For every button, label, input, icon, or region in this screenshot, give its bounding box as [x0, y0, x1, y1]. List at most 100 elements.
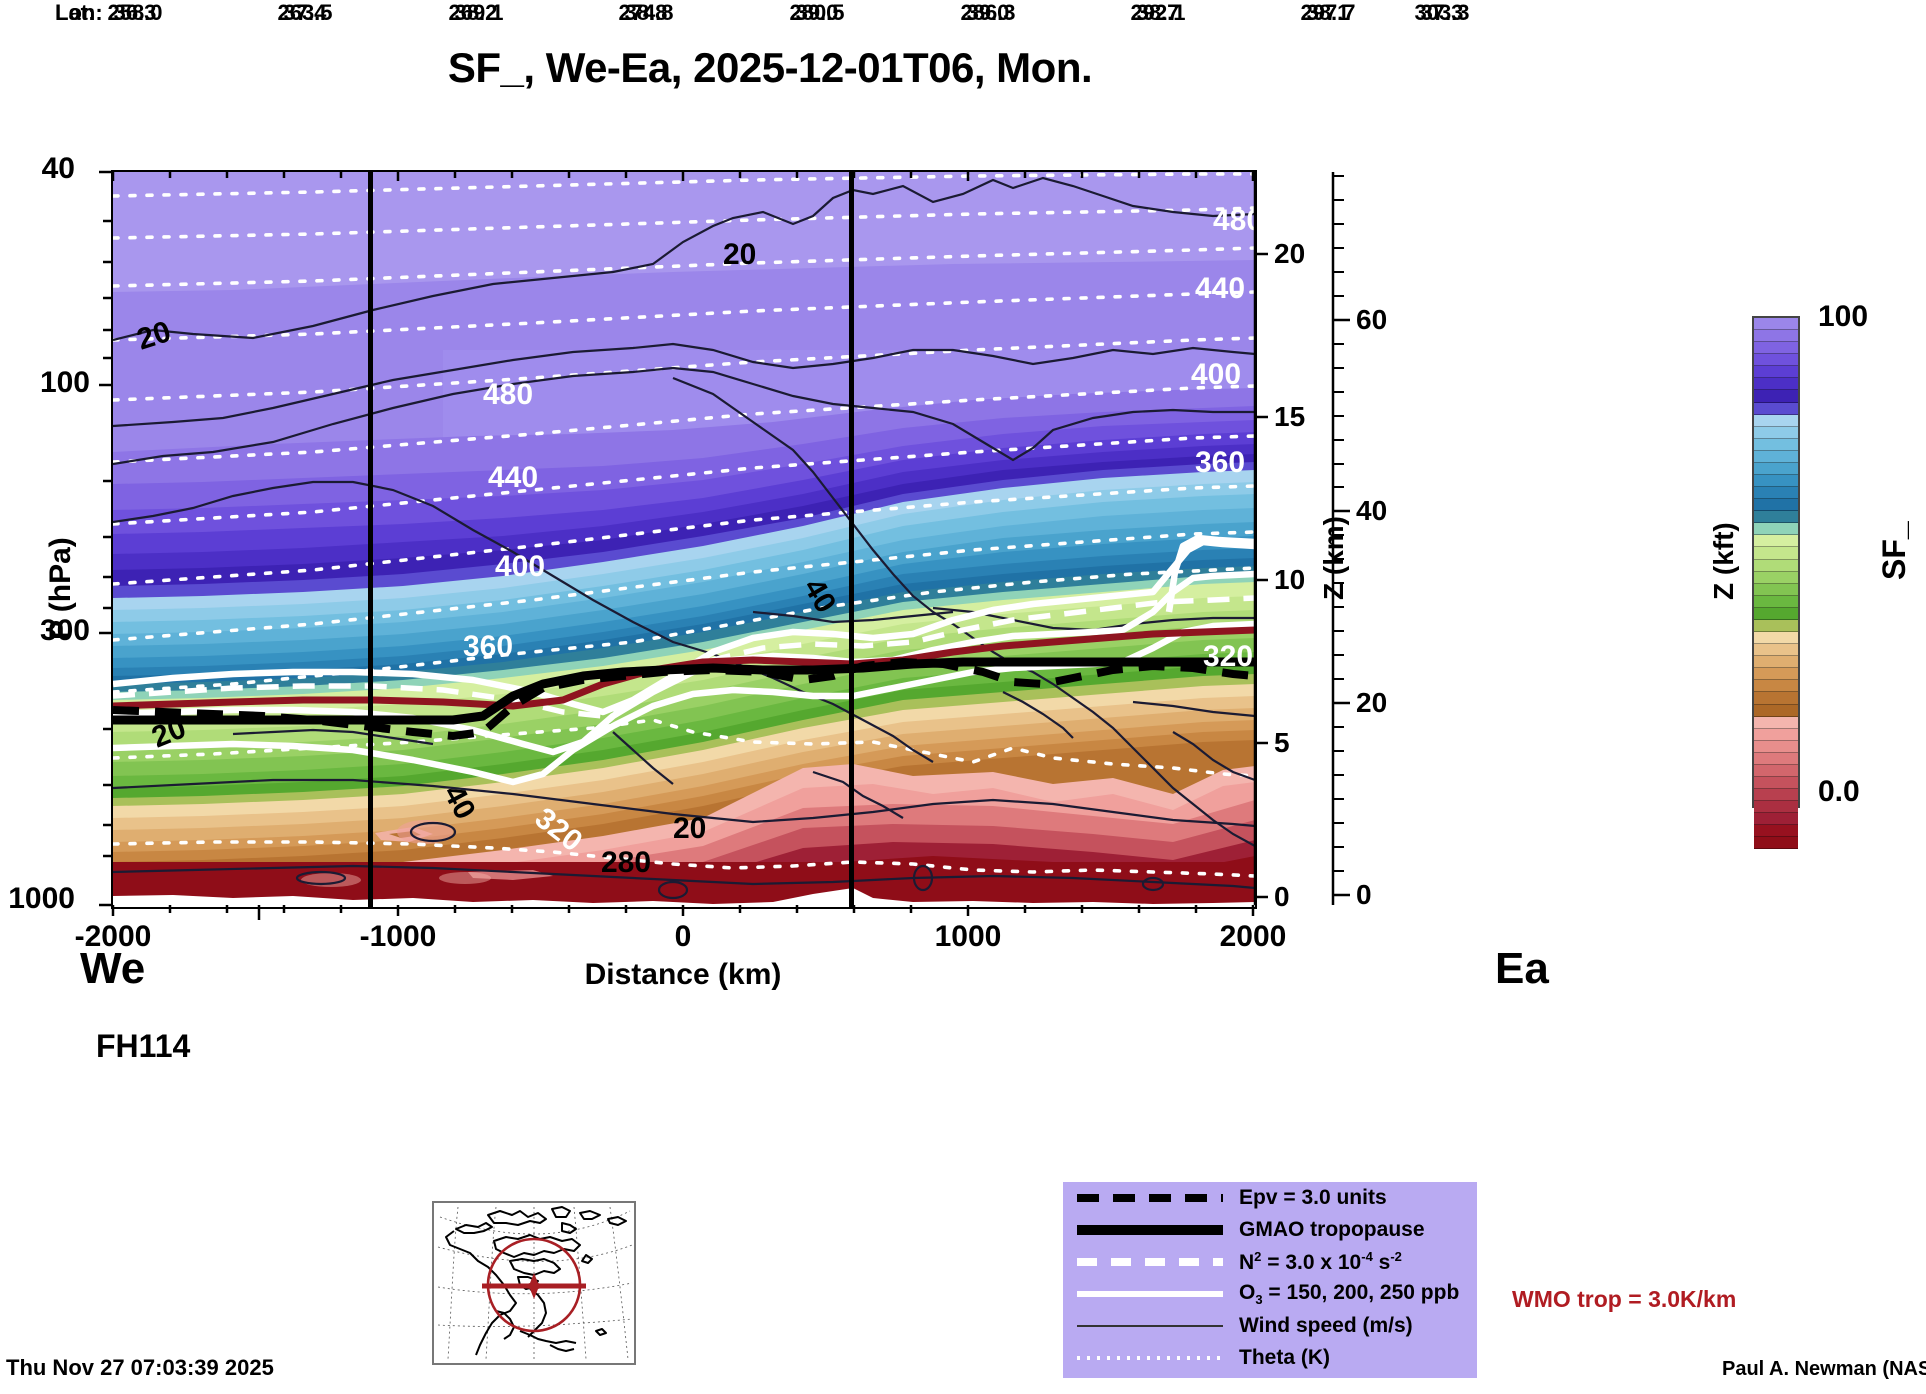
z-kft-tick-60: 60 [1356, 304, 1388, 335]
legend-symbol-white-dashed-icon [1075, 1246, 1225, 1278]
lat-value-3: 38.8 [624, 0, 668, 25]
colorbar-band [1754, 475, 1798, 488]
colorbar-band [1754, 535, 1798, 548]
colorbar-band [1754, 426, 1798, 439]
colorbar-band [1754, 414, 1798, 427]
colorbar-band [1754, 692, 1798, 705]
legend-label-1: GMAO tropopause [1239, 1218, 1425, 1241]
colorbar-band [1754, 462, 1798, 476]
legend-label-2: N2 = 3.0 x 10-4 s-2 [1239, 1249, 1402, 1274]
wmo-trop-note: WMO trop = 3.0K/km [1512, 1286, 1737, 1312]
legend-item-4[interactable]: Wind speed (m/s) [1063, 1310, 1477, 1342]
lat-value-2: 38.2 [454, 0, 498, 25]
z-km-tick-15: 15 [1274, 401, 1306, 432]
z-kft-tick-0: 0 [1356, 879, 1372, 910]
colorbar-band [1754, 378, 1798, 391]
colorbar-band [1754, 547, 1798, 560]
colorbar-band [1754, 801, 1798, 814]
legend-label-0: Epv = 3.0 units [1239, 1186, 1387, 1209]
legend-symbol-black-dashed-icon [1075, 1182, 1225, 1214]
colorbar-band [1754, 523, 1798, 536]
legend-item-1[interactable]: GMAO tropopause [1063, 1214, 1477, 1246]
y-tick-40: 40 [41, 152, 75, 185]
svg-text:400: 400 [495, 550, 545, 583]
colorbar-band [1754, 487, 1798, 500]
lon-value-6: 292.1 [1130, 0, 1186, 25]
inset-location-map[interactable] [432, 1201, 636, 1365]
legend-item-5[interactable]: Theta (K) [1063, 1342, 1477, 1374]
legend-label-4: Wind speed (m/s) [1239, 1314, 1413, 1337]
legend-item-0[interactable]: Epv = 3.0 units [1063, 1182, 1477, 1214]
colorbar-band [1754, 764, 1798, 777]
svg-text:400: 400 [1191, 358, 1241, 391]
svg-text:480: 480 [1213, 204, 1255, 237]
lat-value-0: 36.3 [113, 0, 157, 25]
svg-text:480: 480 [483, 378, 533, 411]
y-tick-1000: 1000 [8, 882, 75, 915]
colorbar-label: SF_ [1876, 521, 1912, 580]
colorbar-band [1754, 704, 1798, 717]
contour-field: 480 480 440 440 400 400 360 360 320 320 … [113, 172, 1255, 907]
lon-track-row: Lon: 258.0 263.5 269.1 274.8 280.5 286.3 292.1 2… [0, 0, 1926, 60]
colorbar-band [1754, 354, 1798, 367]
colorbar-band [1754, 619, 1798, 633]
center-star-icon [520, 1273, 548, 1299]
svg-text:280: 280 [601, 846, 651, 879]
colorbar-band [1754, 583, 1798, 596]
legend-label-5: Theta (K) [1239, 1346, 1330, 1369]
legend-symbol-white-dotted-icon [1075, 1342, 1225, 1374]
lat-value-8: 37.3 [1420, 0, 1464, 25]
lon-value-0: 258.0 [107, 0, 163, 25]
legend-symbol-black-solid-thick-icon [1075, 1214, 1225, 1246]
colorbar-band [1754, 740, 1798, 753]
colorbar-band [1754, 728, 1798, 741]
colorbar[interactable] [1752, 316, 1800, 850]
colorbar-band [1754, 680, 1798, 693]
svg-text:440: 440 [488, 461, 538, 494]
west-label: We [80, 944, 146, 993]
legend-item-3[interactable]: O3 = 150, 200, 250 ppb [1063, 1278, 1477, 1310]
timestamp-label: Thu Nov 27 07:03:39 2025 [6, 1355, 274, 1380]
x-tick-0: 0 [674, 920, 692, 953]
lat-value-6: 38.7 [1136, 0, 1180, 25]
east-label: Ea [1495, 944, 1549, 993]
x-axis-label: Distance (km) [584, 958, 782, 991]
colorbar-band [1754, 318, 1798, 331]
z-km-tick-0: 0 [1274, 881, 1290, 912]
svg-text:320: 320 [1203, 640, 1253, 673]
lon-value-4: 280.5 [789, 0, 845, 25]
lon-value-3: 274.8 [618, 0, 674, 25]
lat-value-7: 38.1 [1306, 0, 1350, 25]
colorbar-band [1754, 813, 1798, 826]
colorbar-band [1754, 511, 1798, 524]
x-tick-n1000: -1000 [359, 920, 437, 953]
colorbar-band [1754, 789, 1798, 802]
lon-value-8: 303.3 [1414, 0, 1470, 25]
svg-text:20: 20 [723, 238, 756, 271]
legend-item-2[interactable]: N2 = 3.0 x 10-4 s-2 [1063, 1246, 1477, 1278]
colorbar-max-label: 100 [1818, 300, 1869, 333]
colorbar-band [1754, 632, 1798, 645]
svg-text:20: 20 [673, 812, 706, 845]
colorbar-band [1754, 837, 1798, 850]
colorbar-band [1754, 716, 1798, 729]
colorbar-band [1754, 342, 1798, 355]
lat-label: Lat: [55, 0, 96, 25]
svg-text:360: 360 [1195, 446, 1245, 479]
colorbar-band [1754, 607, 1798, 620]
cross-section-plot[interactable]: 480 480 440 440 400 400 360 360 320 320 … [111, 170, 1257, 909]
lat-value-1: 37.4 [283, 0, 327, 25]
colorbar-band [1754, 438, 1798, 451]
colorbar-band [1754, 825, 1798, 838]
colorbar-min-label: 0.0 [1818, 775, 1860, 808]
colorbar-band [1754, 450, 1798, 463]
legend-label-3: O3 = 150, 200, 250 ppb [1239, 1280, 1460, 1308]
z-km-tick-20: 20 [1274, 238, 1306, 269]
colorbar-band [1754, 656, 1798, 669]
lat-value-5: 39.0 [966, 0, 1010, 25]
inset-map-svg [434, 1203, 634, 1363]
z-km-axis-label: Z (km) [1318, 516, 1349, 600]
legend-symbol-white-solid-icon [1075, 1278, 1225, 1310]
colorbar-band [1754, 571, 1798, 584]
colorbar-band [1754, 595, 1798, 608]
